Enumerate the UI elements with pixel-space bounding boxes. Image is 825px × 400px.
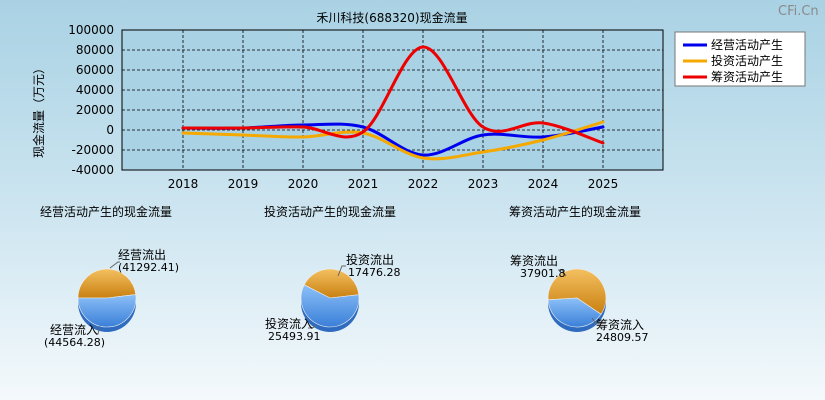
x-tick-label: 2020 <box>288 177 319 191</box>
pie-value-operating-in: (44564.28) <box>44 336 105 349</box>
pie-value-financing-in: 24809.57 <box>596 331 649 344</box>
pie-label-financing-in: 筹资流入 <box>596 318 644 332</box>
y-tick-labels: 100000 80000 60000 40000 20000 0 -20000 -40000 <box>68 23 114 177</box>
x-tick-label: 2024 <box>528 177 559 191</box>
pie-slice-inflow <box>77 294 137 328</box>
pie-label-financing-out: 筹资流出 <box>510 254 558 268</box>
pie-label-operating-out: 经营流出 <box>118 248 166 262</box>
plot-area <box>121 29 664 171</box>
y-axis-label: 现金流量（万元） <box>31 62 46 158</box>
x-tick-label: 2025 <box>588 177 619 191</box>
y-tick-label: -20000 <box>71 143 114 157</box>
main-chart-title: 禾川科技(688320)现金流量 <box>316 10 467 25</box>
pie-label-investing-out: 投资流出 <box>346 252 394 267</box>
pie-operating <box>77 268 137 332</box>
pie-slice-outflow <box>547 268 607 315</box>
grid <box>122 30 663 170</box>
series-line-financing <box>181 45 605 145</box>
y-tick-label: 20000 <box>76 103 114 117</box>
y-tick-label: 0 <box>106 123 114 137</box>
series-lines <box>181 45 605 161</box>
y-tick-label: 40000 <box>76 83 114 97</box>
legend-label-financing: 筹资活动产生 <box>711 70 783 84</box>
watermark: CFi.Cn <box>778 4 819 19</box>
y-tick-label: 100000 <box>68 23 114 37</box>
series-line-investing <box>181 120 605 161</box>
pie-value-operating-out: (41292.41) <box>118 261 179 274</box>
pie-title-investing: 投资活动产生的现金流量 <box>264 204 396 219</box>
x-tick-label: 2019 <box>228 177 259 191</box>
legend-label-operating: 经营活动产生 <box>711 38 783 52</box>
pie-slice-inflow <box>300 284 360 328</box>
x-tick-label: 2022 <box>408 177 439 191</box>
pie-investing <box>300 268 360 332</box>
x-tick-label: 2021 <box>348 177 379 191</box>
pie-value-financing-out: 37901.8 <box>520 267 566 280</box>
y-tick-label: -40000 <box>71 163 114 177</box>
pie-title-financing: 筹资活动产生的现金流量 <box>509 204 641 219</box>
pies <box>77 268 607 332</box>
pie-financing <box>547 268 607 332</box>
pie-labels-financing: 筹资流出 37901.8 筹资流入 24809.57 <box>510 254 649 344</box>
pie-slice-inflow <box>547 297 602 328</box>
pie-label-operating-in: 经营流入 <box>50 323 98 337</box>
legend: 经营活动产生 投资活动产生 筹资活动产生 <box>674 31 806 87</box>
pie-value-investing-in: 25493.91 <box>268 330 321 343</box>
x-tick-labels: 2018 2019 2020 2021 2022 2023 2024 2025 <box>168 177 619 191</box>
y-tick-label: 60000 <box>76 63 114 77</box>
pie-labels-operating: 经营流出 (41292.41) 经营流入 (44564.28) <box>44 248 179 349</box>
y-tick-label: 80000 <box>76 43 114 57</box>
pie-value-investing-out: 17476.28 <box>348 266 401 279</box>
pie-labels-investing: 投资流出 17476.28 投资流入 25493.91 <box>265 252 401 343</box>
pie-label-investing-in: 投资流入 <box>265 316 313 331</box>
legend-label-investing: 投资活动产生 <box>711 53 783 68</box>
x-tick-label: 2023 <box>468 177 499 191</box>
pie-slice-outflow <box>77 268 137 299</box>
pie-slice-outflow <box>303 268 360 299</box>
pie-title-operating: 经营活动产生的现金流量 <box>40 204 172 219</box>
x-tick-label: 2018 <box>168 177 199 191</box>
